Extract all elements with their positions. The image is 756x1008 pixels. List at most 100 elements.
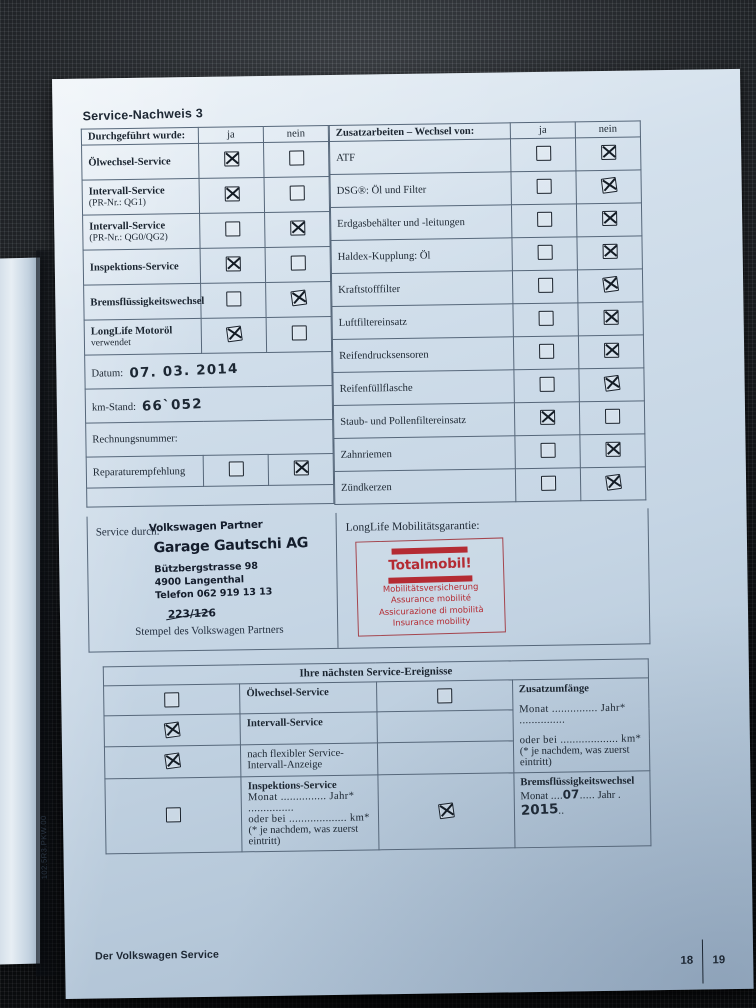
checkbox[interactable] — [536, 178, 552, 194]
right-row-ja-10[interactable] — [515, 467, 581, 502]
checkbox-zusatzumfaenge[interactable] — [436, 687, 452, 704]
right-row-nein-0[interactable] — [575, 136, 641, 171]
checkbox[interactable] — [603, 342, 619, 358]
right-row-nein-8[interactable] — [579, 400, 645, 435]
checkbox[interactable] — [224, 221, 240, 237]
right-row-nein-3[interactable] — [576, 235, 643, 270]
left-row-nein-1[interactable] — [264, 176, 330, 213]
checkbox[interactable] — [540, 475, 556, 491]
right-row-ja-8[interactable] — [514, 401, 580, 436]
right-row-ja-9[interactable] — [514, 434, 581, 469]
checkbox[interactable] — [537, 277, 553, 293]
right-row-nein-7[interactable] — [578, 367, 645, 402]
checkbox-oelwechsel-service[interactable] — [164, 691, 180, 708]
table-row: DSG®: Öl und Filter — [329, 169, 642, 208]
left-field-0[interactable]: Datum: 07. 03. 2014 — [84, 351, 333, 390]
left-row-ja-1[interactable] — [199, 177, 265, 214]
jahr-handwritten-value: 2015 — [520, 801, 559, 819]
right-row-ja-7[interactable] — [513, 368, 580, 403]
totalmobil-bar-top — [391, 546, 468, 555]
right-row-ja-2[interactable] — [511, 203, 577, 238]
checkbox[interactable] — [290, 255, 306, 271]
checkbox-cell-oelwechsel[interactable] — [103, 683, 241, 717]
checkbox[interactable] — [289, 220, 305, 236]
checkbox[interactable] — [289, 185, 305, 201]
checkbox[interactable] — [289, 289, 307, 307]
right-row-ja-1[interactable] — [510, 170, 577, 205]
left-row-ja-5[interactable] — [201, 317, 267, 354]
right-row-ja-6[interactable] — [513, 335, 579, 370]
right-row-nein-4[interactable] — [577, 268, 643, 303]
checkbox[interactable] — [604, 441, 621, 457]
performed-work-table: Durchgeführt wurde: ja nein Ölwechsel-Servi… — [81, 125, 335, 508]
checkbox[interactable] — [539, 442, 556, 458]
checkbox[interactable] — [228, 461, 244, 477]
left-row-ja-0[interactable] — [198, 142, 265, 179]
right-row-nein-6[interactable] — [578, 334, 644, 369]
checkbox[interactable] — [538, 310, 554, 326]
checkbox[interactable] — [223, 151, 239, 167]
left-row-ja-2[interactable] — [199, 212, 266, 249]
right-row-ja-3[interactable] — [511, 236, 578, 271]
left-row-nein-4[interactable] — [265, 281, 332, 318]
left-row-nein-0[interactable] — [263, 141, 330, 178]
right-row-label-8: Staub- und Pollenfiltereinsatz — [333, 402, 515, 439]
checkbox-cell-intervall[interactable] — [103, 714, 241, 747]
left-row-ja-4[interactable] — [200, 282, 267, 319]
right-row-nein-9[interactable] — [579, 433, 646, 468]
left-recommendation-label: Reparaturempfehlung — [86, 455, 204, 489]
right-row-ja-5[interactable] — [512, 302, 579, 337]
left-field-2[interactable]: Rechnungsnummer: — [85, 419, 334, 458]
checkbox-cell-inspektion[interactable] — [104, 776, 243, 854]
checkbox[interactable] — [291, 325, 307, 341]
checkbox[interactable] — [288, 150, 304, 166]
right-row-ja-4[interactable] — [512, 269, 578, 304]
checkbox-flexible-interval-display[interactable] — [164, 752, 182, 770]
checkbox[interactable] — [535, 145, 551, 161]
checkbox-bremsfluessigkeitswechsel[interactable] — [437, 802, 455, 820]
checkbox[interactable] — [224, 186, 240, 202]
checkbox[interactable] — [602, 243, 618, 259]
checkbox[interactable] — [539, 409, 555, 425]
checkbox-cell-bremsfluessigkeit[interactable] — [377, 772, 515, 850]
checkbox[interactable] — [604, 408, 620, 424]
left-row-nein-2[interactable] — [264, 211, 331, 248]
left-recommendation-ja[interactable] — [203, 454, 269, 487]
right-row-label-10: Zündkerzen — [334, 468, 516, 505]
right-row-nein-1[interactable] — [575, 169, 642, 204]
right-row-nein-2[interactable] — [576, 202, 642, 237]
checkbox[interactable] — [603, 309, 619, 325]
checkbox[interactable] — [603, 374, 621, 392]
left-row-nein-5[interactable] — [266, 316, 332, 353]
checkbox-cell-flexibel[interactable] — [104, 744, 242, 779]
checkbox[interactable] — [601, 275, 619, 293]
left-row-label-5: LongLife Motoröl verwendet — [84, 318, 202, 356]
left-row-nein-3[interactable] — [265, 246, 331, 283]
checkbox[interactable] — [536, 211, 552, 227]
table-row: Haldex-Kupplung: Öl — [330, 235, 643, 274]
checkbox-cell-zusatzumfaenge[interactable] — [376, 679, 513, 713]
right-row-nein-5[interactable] — [577, 301, 644, 336]
totalmobil-language-lines: Mobilitätsversicherung Assurance mobilité… — [362, 581, 501, 630]
checkbox[interactable] — [225, 256, 241, 272]
checkbox[interactable] — [600, 144, 616, 160]
checkbox[interactable] — [538, 343, 554, 359]
left-row-label-1: Intervall-Service (PR-Nr.: QG1) — [82, 178, 200, 216]
checkbox-inspektions-service[interactable] — [165, 807, 182, 823]
checkbox[interactable] — [604, 473, 622, 491]
checkbox[interactable] — [225, 325, 243, 343]
right-row-label-9: Zahnriemen — [333, 435, 516, 472]
checkbox[interactable] — [225, 291, 241, 307]
checkbox[interactable] — [601, 210, 617, 226]
left-field-1[interactable]: km-Stand: 66`052 — [85, 385, 333, 424]
right-row-nein-10[interactable] — [580, 466, 646, 501]
checkbox-intervall-service[interactable] — [163, 721, 181, 739]
checkbox[interactable] — [600, 176, 618, 194]
checkbox[interactable] — [537, 244, 553, 260]
checkbox[interactable] — [293, 460, 309, 476]
checkbox[interactable] — [539, 376, 555, 392]
left-row-ja-3[interactable] — [200, 247, 266, 284]
dealer-rubber-stamp: Volkswagen Partner Garage Gautschi AG Bü… — [149, 516, 338, 622]
left-recommendation-nein[interactable] — [268, 453, 334, 486]
right-row-ja-0[interactable] — [510, 137, 576, 172]
